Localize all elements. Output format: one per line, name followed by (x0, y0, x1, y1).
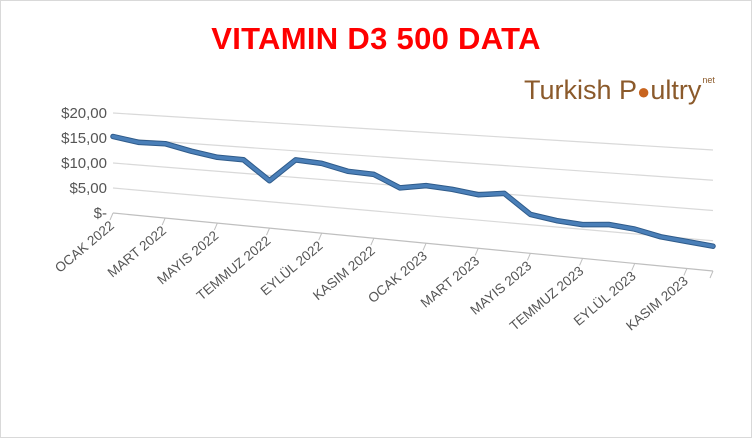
chart-title: VITAMIN D3 500 DATA (211, 21, 541, 56)
x-tick-mark (683, 268, 688, 276)
data-point (503, 192, 506, 195)
y-tick-label: $15,00 (61, 130, 107, 147)
logo-chick-icon: ● (637, 79, 651, 104)
data-point (320, 162, 323, 165)
data-point (529, 213, 532, 216)
x-tick-mark (526, 253, 531, 261)
data-point (346, 170, 349, 173)
data-point (450, 188, 454, 191)
data-point (137, 141, 141, 144)
gridline (112, 112, 714, 151)
x-tick-mark (709, 270, 714, 279)
data-point (372, 173, 376, 176)
data-point (216, 156, 219, 159)
data-point (268, 179, 271, 182)
logo-text-end: ultry (650, 75, 702, 105)
x-tick-mark (213, 222, 218, 231)
y-tick-label: $5,00 (69, 180, 107, 197)
data-point (581, 223, 584, 226)
x-tick-mark (631, 263, 636, 271)
data-point (633, 227, 636, 231)
y-tick-label: $- (94, 205, 107, 222)
logo-text-start: Turkish P (524, 75, 638, 105)
data-point (398, 186, 402, 190)
x-tick-mark (266, 227, 270, 236)
gridline (112, 187, 714, 242)
x-axis-line (112, 212, 714, 272)
data-point (607, 223, 610, 226)
data-point (190, 150, 193, 153)
y-tick-label: $10,00 (61, 155, 107, 172)
data-point (242, 158, 245, 161)
series-line (111, 134, 715, 248)
data-point (294, 158, 297, 162)
x-tick-mark (161, 217, 166, 226)
y-tick-label: $20,00 (61, 105, 107, 122)
x-tick-mark (474, 248, 479, 256)
data-point (111, 135, 115, 138)
data-point (163, 142, 167, 145)
data-point (659, 235, 663, 238)
x-tick-mark (422, 243, 427, 251)
data-point (424, 184, 428, 187)
data-point (685, 240, 689, 243)
gridline (112, 137, 714, 181)
x-tick-mark (109, 212, 114, 221)
x-tick-mark (318, 232, 323, 241)
data-point (477, 193, 480, 196)
logo-suffix: net (702, 75, 715, 85)
data-point (555, 219, 558, 222)
turkish-poultry-logo: Turkish P●ultrynet (524, 75, 715, 106)
x-tick-mark (579, 258, 584, 266)
data-point (711, 244, 715, 248)
x-tick-mark (370, 238, 375, 246)
